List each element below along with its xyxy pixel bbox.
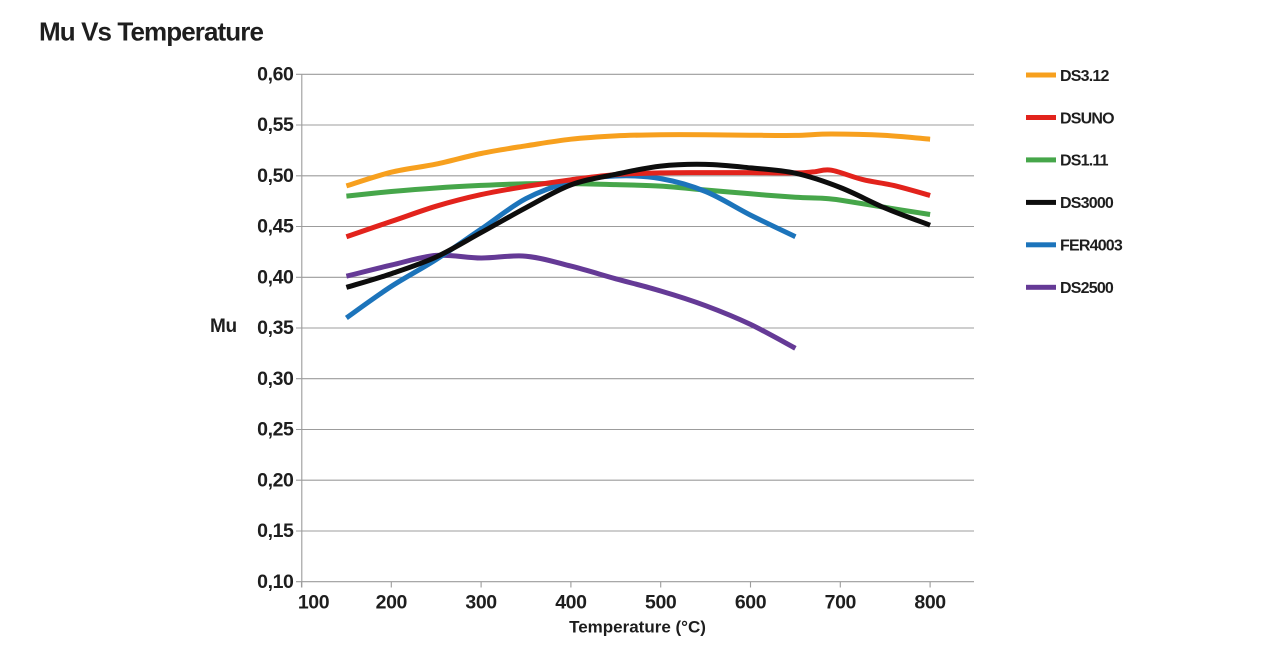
svg-text:500: 500: [645, 592, 677, 614]
svg-text:DSUNO: DSUNO: [1060, 110, 1114, 127]
svg-text:400: 400: [555, 592, 587, 614]
svg-text:300: 300: [465, 592, 497, 614]
svg-text:0,15: 0,15: [257, 520, 294, 542]
svg-text:0,35: 0,35: [257, 317, 294, 339]
svg-text:DS3.12: DS3.12: [1060, 68, 1109, 85]
svg-text:0,30: 0,30: [257, 368, 294, 390]
svg-text:0,25: 0,25: [257, 419, 294, 441]
svg-text:100: 100: [298, 592, 330, 614]
svg-text:0,20: 0,20: [257, 469, 294, 491]
svg-text:FER4003: FER4003: [1060, 238, 1123, 255]
svg-text:200: 200: [376, 592, 408, 614]
svg-text:600: 600: [735, 592, 767, 614]
svg-text:0,55: 0,55: [257, 114, 294, 136]
svg-text:DS1.11: DS1.11: [1060, 153, 1109, 170]
svg-text:0,50: 0,50: [257, 165, 294, 187]
svg-text:800: 800: [914, 592, 946, 614]
svg-text:DS2500: DS2500: [1060, 280, 1114, 297]
svg-text:DS3000: DS3000: [1060, 195, 1114, 212]
svg-text:Mu Vs Temperature: Mu Vs Temperature: [39, 16, 263, 46]
svg-text:0,40: 0,40: [257, 266, 294, 288]
svg-text:0,45: 0,45: [257, 216, 294, 238]
svg-text:Mu: Mu: [210, 316, 237, 337]
svg-text:700: 700: [825, 592, 857, 614]
svg-text:0,10: 0,10: [257, 571, 294, 593]
svg-text:0,60: 0,60: [257, 64, 294, 86]
svg-text:Temperature (°C): Temperature (°C): [569, 618, 706, 637]
